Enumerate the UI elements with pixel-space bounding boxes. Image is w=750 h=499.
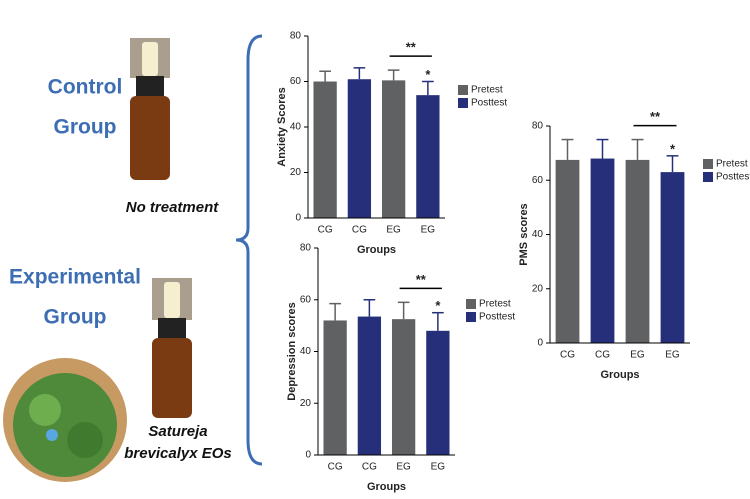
annotation: * [435,298,441,313]
x-tick-label: CG [328,462,343,473]
bracket [235,34,263,466]
x-axis-label: Groups [357,244,396,256]
experimental-title: Group [44,306,107,329]
x-tick-label: EG [630,350,645,361]
annotation: ** [406,40,417,55]
y-tick-label: 20 [300,398,312,409]
bottle-dropper [142,42,158,76]
bar [590,158,615,343]
x-axis-label: Groups [367,481,406,493]
bar [323,320,347,455]
bottle-dropper [164,282,180,318]
experimental-caption: brevicalyx EOs [124,445,232,462]
y-tick-label: 40 [300,346,312,357]
bottle-cap [158,318,186,338]
y-tick-label: 80 [532,121,544,132]
experimental-title: Experimental [9,266,141,289]
legend-label: Posttest [471,98,507,109]
experimental-caption: Satureja [148,423,207,440]
plant-flower [46,429,58,441]
legend-label: Pretest [471,85,503,96]
bar [381,80,406,218]
bar [313,81,337,218]
plant-leaves [29,394,61,426]
x-tick-label: EG [421,225,436,236]
y-tick-label: 80 [290,31,302,42]
bottle-body [152,338,192,418]
bar [416,95,440,218]
x-tick-label: EG [386,225,401,236]
y-tick-label: 40 [290,122,302,133]
bar [347,79,372,218]
legend-label: Posttest [716,172,750,183]
legend-label: Pretest [716,159,748,170]
y-tick-label: 60 [532,175,544,186]
bar [625,159,650,343]
y-tick-label: 0 [295,213,301,224]
annotation: * [670,141,676,156]
y-tick-label: 20 [290,167,302,178]
y-tick-label: 40 [532,229,544,240]
y-tick-label: 80 [300,243,312,254]
control-title: Control [48,76,123,99]
x-tick-label: EG [431,462,446,473]
x-tick-label: CG [352,225,367,236]
y-tick-label: 0 [305,450,311,461]
bar [426,330,450,455]
control-caption: No treatment [126,199,220,216]
x-tick-label: CG [362,462,377,473]
bar [357,316,382,455]
plant-leaves [67,422,103,458]
bottle-cap [136,76,164,96]
x-tick-label: EG [665,350,680,361]
legend-swatch [466,312,476,322]
legend-swatch [703,159,713,169]
y-axis-label: Anxiety Scores [276,87,288,166]
annotation: ** [416,272,427,287]
x-tick-label: CG [318,225,333,236]
bar [555,159,580,343]
x-tick-label: CG [595,350,610,361]
legend-label: Pretest [479,299,511,310]
x-axis-label: Groups [600,369,639,381]
y-axis-label: PMS scores [518,203,530,265]
y-tick-label: 20 [532,283,544,294]
y-axis-label: Depression scores [286,302,298,400]
legend-swatch [458,98,468,108]
y-tick-label: 0 [537,338,543,349]
y-tick-label: 60 [300,294,312,305]
x-tick-label: EG [396,462,411,473]
control-title: Group [54,116,117,139]
y-tick-label: 60 [290,76,302,87]
legend-label: Posttest [479,312,515,323]
plant-leaves [13,373,117,477]
bar [391,319,416,455]
legend-swatch [458,85,468,95]
illustration: Control Group No treatment Experimental … [3,34,263,482]
annotation: * [425,67,431,82]
legend-swatch [466,299,476,309]
bar [660,172,685,343]
x-tick-label: CG [560,350,575,361]
annotation: ** [650,109,661,124]
bottle-body [130,96,170,180]
legend-swatch [703,172,713,182]
